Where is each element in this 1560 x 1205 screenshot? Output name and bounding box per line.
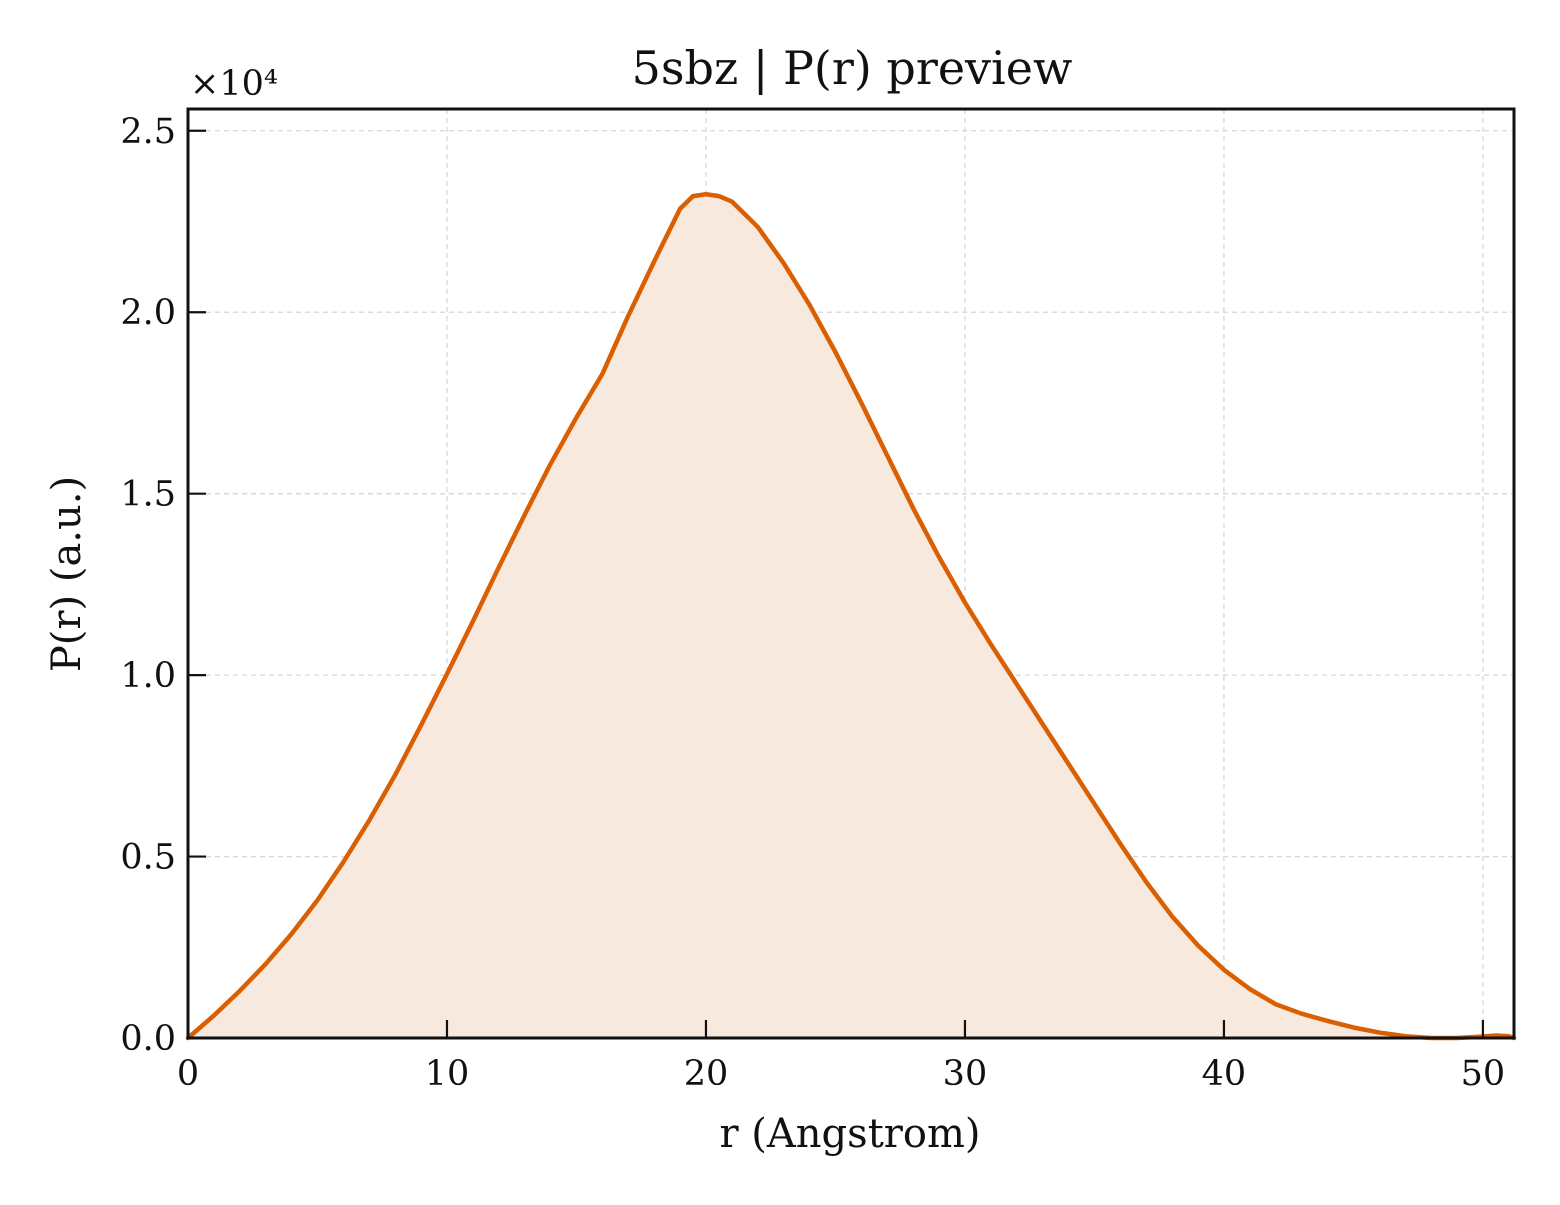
chart-title: 5sbz | P(r) preview <box>632 41 1073 95</box>
pr-area-fill <box>188 194 1514 1038</box>
x-tick-label: 10 <box>425 1054 470 1094</box>
x-tick-label: 50 <box>1461 1054 1506 1094</box>
y-tick-label: 1.0 <box>120 656 176 696</box>
x-tick-labels: 0 10 20 30 40 50 <box>177 1054 1505 1094</box>
y-tick-label: 1.5 <box>120 475 176 515</box>
x-tick-label: 40 <box>1202 1054 1247 1094</box>
plot-frame <box>186 107 1516 1040</box>
y-tick-label: 2.0 <box>120 293 176 333</box>
y-tick-label: 0.5 <box>120 838 176 878</box>
y-axis-multiplier: ×10⁴ <box>190 64 278 104</box>
x-axis-label: r (Angstrom) <box>719 1111 980 1157</box>
y-tick-label: 2.5 <box>120 112 176 152</box>
x-tick-label: 30 <box>943 1054 988 1094</box>
y-tick-labels: 0.0 0.5 1.0 1.5 2.0 2.5 <box>120 112 176 1059</box>
x-tick-label: 0 <box>177 1054 199 1094</box>
y-tick-label: 0.0 <box>120 1019 176 1059</box>
x-tick-label: 20 <box>684 1054 729 1094</box>
y-axis-label: P(r) (a.u.) <box>44 476 90 672</box>
plot-area <box>185 107 1517 1041</box>
pr-series-line <box>185 192 1517 1041</box>
